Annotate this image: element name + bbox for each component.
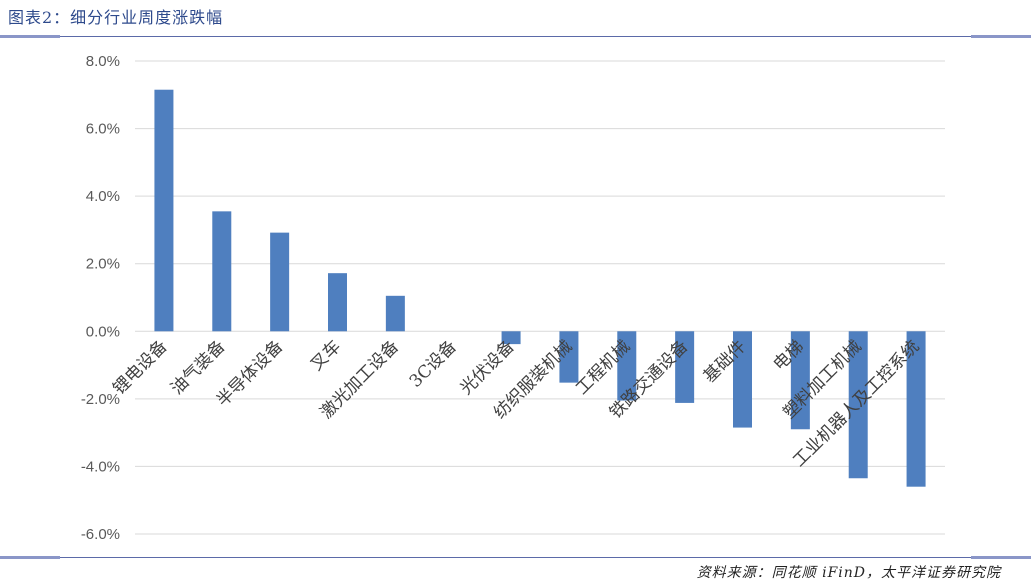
bar: [328, 273, 347, 332]
y-tick-label: 4.0%: [86, 188, 120, 205]
bar: [212, 211, 232, 332]
y-tick-label: 0.0%: [86, 323, 120, 340]
footer-rule-left-accent: [0, 556, 60, 559]
bar: [906, 331, 926, 487]
footer-rule: [0, 556, 1031, 559]
y-tick-label: -6.0%: [81, 526, 120, 543]
grid-lines: [135, 60, 945, 535]
source-note: 资料来源：同花顺 iFinD，太平洋证券研究院: [696, 565, 1001, 581]
y-tick-labels: -6.0% -4.0% -2.0% 0.0% 2.0% 4.0% 6.0% 8.0%: [81, 53, 120, 543]
y-tick-label: -4.0%: [81, 458, 120, 475]
category-label: 叉车: [307, 337, 345, 375]
bar: [617, 331, 637, 401]
header-rule-right-accent: [971, 35, 1031, 38]
category-label: 3C设备: [406, 337, 461, 392]
bar: [385, 295, 405, 332]
header-rule-left-accent: [0, 35, 60, 38]
bar: [733, 331, 752, 428]
bar: [154, 89, 174, 332]
bar: [790, 331, 810, 430]
y-tick-label: 2.0%: [86, 256, 120, 273]
bars: [154, 89, 926, 487]
y-tick-label: -2.0%: [81, 391, 120, 408]
bar-chart: -6.0% -4.0% -2.0% 0.0% 2.0% 4.0% 6.0% 8.0% 锂电设备…: [81, 53, 945, 543]
figure-title: 图表2：细分行业周度涨跌幅: [8, 8, 224, 27]
bar: [270, 232, 290, 332]
category-label: 锂电设备: [109, 337, 171, 399]
y-tick-label: 8.0%: [86, 53, 120, 70]
footer-rule-right-accent: [971, 556, 1031, 559]
bar: [675, 331, 695, 403]
header-rule: [0, 35, 1031, 38]
bar: [848, 331, 868, 479]
y-tick-label: 6.0%: [86, 121, 120, 138]
bar: [559, 331, 579, 383]
bar: [501, 331, 521, 345]
